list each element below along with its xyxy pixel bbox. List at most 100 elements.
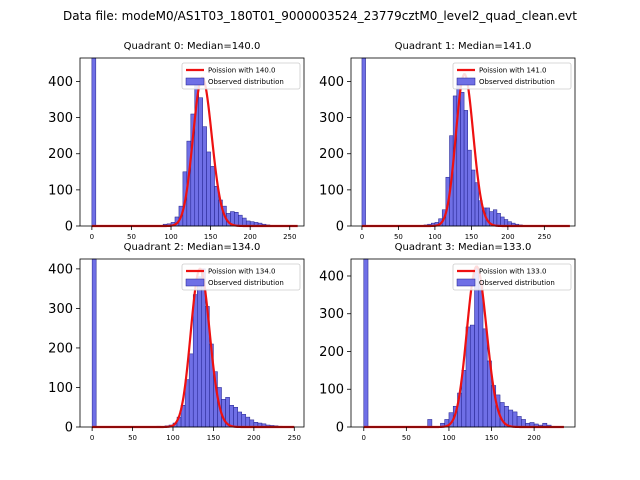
histogram-bar (500, 216, 505, 227)
legend-observed-label: Observed distribution (208, 78, 284, 86)
legend-observed-swatch (456, 278, 476, 287)
panel-title: Quadrant 3: Median=133.0 (395, 242, 532, 253)
figure-title: Data file: modeM0/AS1T03_180T01_90000035… (63, 9, 577, 23)
x-tick-label: 200 (243, 233, 256, 241)
y-tick-label: 300 (48, 302, 73, 317)
histogram-bar (202, 126, 207, 227)
histogram-bar (245, 416, 251, 428)
legend-observed-swatch (185, 77, 205, 86)
y-tick-label: 300 (319, 307, 344, 322)
y-tick-label: 400 (48, 75, 73, 90)
histogram-bar (206, 151, 211, 227)
histogram-bar (197, 276, 202, 428)
y-tick-label: 200 (319, 345, 344, 360)
legend-observed-label: Observed distribution (479, 78, 555, 86)
histogram-bar (198, 97, 203, 227)
quadrant-1-histogram: Quadrant 1: Median=141.0 0 100 200 300 400 0 50… (319, 41, 576, 241)
histogram-bar (463, 110, 468, 227)
legend-box (181, 263, 301, 291)
panel-title: Quadrant 2: Median=134.0 (124, 242, 261, 253)
panel-title: Quadrant 1: Median=141.0 (395, 41, 532, 52)
y-tick-label: 400 (48, 262, 73, 277)
y-tick-label: 100 (48, 381, 73, 396)
panel-title: Quadrant 0: Median=140.0 (124, 41, 261, 52)
x-tick-label: 50 (394, 233, 403, 241)
legend-observed-label: Observed distribution (479, 279, 555, 287)
legend-box (452, 263, 572, 291)
x-tick-label: 100 (442, 434, 455, 442)
histogram-bar (508, 409, 514, 428)
histogram-bar (229, 405, 234, 428)
y-tick-label: 100 (319, 383, 344, 398)
legend-poisson-label: Poission with 140.0 (208, 67, 276, 75)
x-tick-label: 250 (283, 233, 296, 241)
histogram-bar (361, 57, 366, 227)
y-tick-label: 0 (65, 220, 73, 235)
legend-poisson-label: Poission with 141.0 (479, 67, 547, 75)
x-tick-label: 100 (428, 233, 441, 241)
histogram-bar (91, 57, 97, 227)
histogram-bar (512, 411, 518, 428)
y-tick-label: 200 (48, 147, 73, 162)
histogram-bar (521, 419, 526, 428)
histogram-bar (91, 258, 97, 428)
x-tick-label: 0 (90, 233, 94, 241)
histogram-bar (241, 414, 247, 428)
y-tick-label: 300 (319, 111, 344, 126)
x-tick-label: 200 (501, 233, 514, 241)
y-tick-label: 100 (319, 183, 344, 198)
y-tick-label: 400 (319, 75, 344, 90)
legend-observed-swatch (185, 278, 205, 287)
x-tick-label: 0 (360, 233, 364, 241)
histogram-bar (188, 353, 194, 428)
histogram-bar (242, 217, 247, 227)
axes-frame (350, 57, 576, 227)
histogram-bar (210, 166, 215, 227)
axes-frame (79, 57, 305, 227)
x-tick-label: 150 (465, 233, 478, 241)
x-tick-label: 150 (485, 434, 498, 442)
histogram-bar (493, 209, 498, 227)
histogram-bar (363, 258, 369, 428)
histogram-bar (192, 294, 198, 428)
histogram-bar (478, 281, 484, 428)
histogram-bar (460, 92, 465, 227)
x-tick-label: 0 (90, 434, 94, 442)
y-tick-label: 0 (65, 421, 73, 436)
histogram-bar (474, 182, 479, 227)
axes-frame (350, 258, 576, 428)
axes-frame (79, 258, 305, 428)
y-tick-label: 200 (48, 341, 73, 356)
legend-observed-swatch (456, 77, 476, 86)
x-tick-label: 0 (362, 434, 366, 442)
x-tick-label: 150 (207, 434, 220, 442)
histogram-bar (467, 149, 472, 227)
x-tick-label: 150 (204, 233, 217, 241)
legend-poisson-label: Poission with 134.0 (208, 268, 276, 276)
histogram-bar (482, 328, 488, 428)
y-tick-label: 100 (48, 183, 73, 198)
x-tick-label: 50 (127, 233, 136, 241)
quadrant-0-histogram: Quadrant 0: Median=140.0 0 100 200 300 400 0 50… (48, 41, 305, 241)
histogram-bar (469, 324, 475, 428)
histogram-bar (427, 419, 433, 428)
histogram-bar (496, 213, 501, 227)
histogram-bar (234, 212, 239, 227)
x-tick-label: 50 (128, 434, 137, 442)
histogram-bar (471, 169, 476, 227)
legend-observed-label: Observed distribution (208, 279, 284, 287)
x-tick-label: 200 (527, 434, 540, 442)
quadrant-2-histogram: Quadrant 2: Median=134.0 0 100 200 300 400 0 50… (48, 242, 305, 442)
x-tick-label: 100 (166, 434, 179, 442)
histogram-bar (238, 214, 243, 227)
legend-box (181, 62, 301, 90)
x-tick-label: 50 (402, 434, 411, 442)
x-tick-label: 250 (288, 434, 301, 442)
x-tick-label: 250 (538, 233, 551, 241)
histogram-bar (233, 406, 238, 428)
x-tick-label: 200 (247, 434, 260, 442)
legend-box (452, 62, 572, 90)
y-tick-label: 200 (319, 147, 344, 162)
histogram-bar (516, 416, 522, 428)
